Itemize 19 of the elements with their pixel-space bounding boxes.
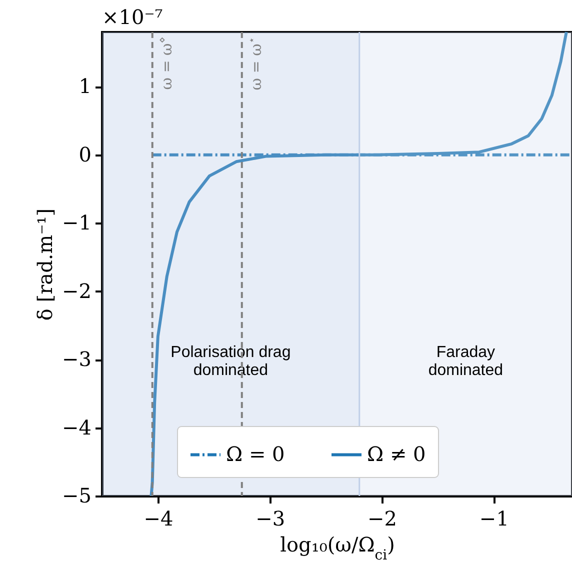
legend-label: Ω ≠ 0 <box>367 442 426 466</box>
y-tick-label: −2 <box>62 278 92 303</box>
y-axis-title: δ [rad.m⁻¹] <box>33 208 58 321</box>
y-tick-label: 1 <box>78 74 92 98</box>
x-tick-label: −4 <box>144 506 174 530</box>
y-tick-label: −5 <box>62 484 92 508</box>
band-label: Faraday dominated <box>428 344 504 380</box>
y-tick-label: −1 <box>62 210 92 235</box>
x-tick-label: −1 <box>479 506 509 530</box>
text: ×10⁻⁷ <box>102 5 163 29</box>
x-tick-label: −2 <box>368 506 398 530</box>
x-axis-title: log₁₀(ω/Ω$_{ci}$) <box>280 532 395 564</box>
y-tick-label: −3 <box>62 347 92 372</box>
y-tick-label: −4 <box>62 415 92 440</box>
line-series <box>150 30 568 498</box>
y-tick-label: 0 <box>78 142 92 166</box>
band-label: Polarisation drag dominated <box>170 344 291 380</box>
legend-label: Ω = 0 <box>226 442 285 466</box>
x-tick-label: −3 <box>256 506 286 530</box>
